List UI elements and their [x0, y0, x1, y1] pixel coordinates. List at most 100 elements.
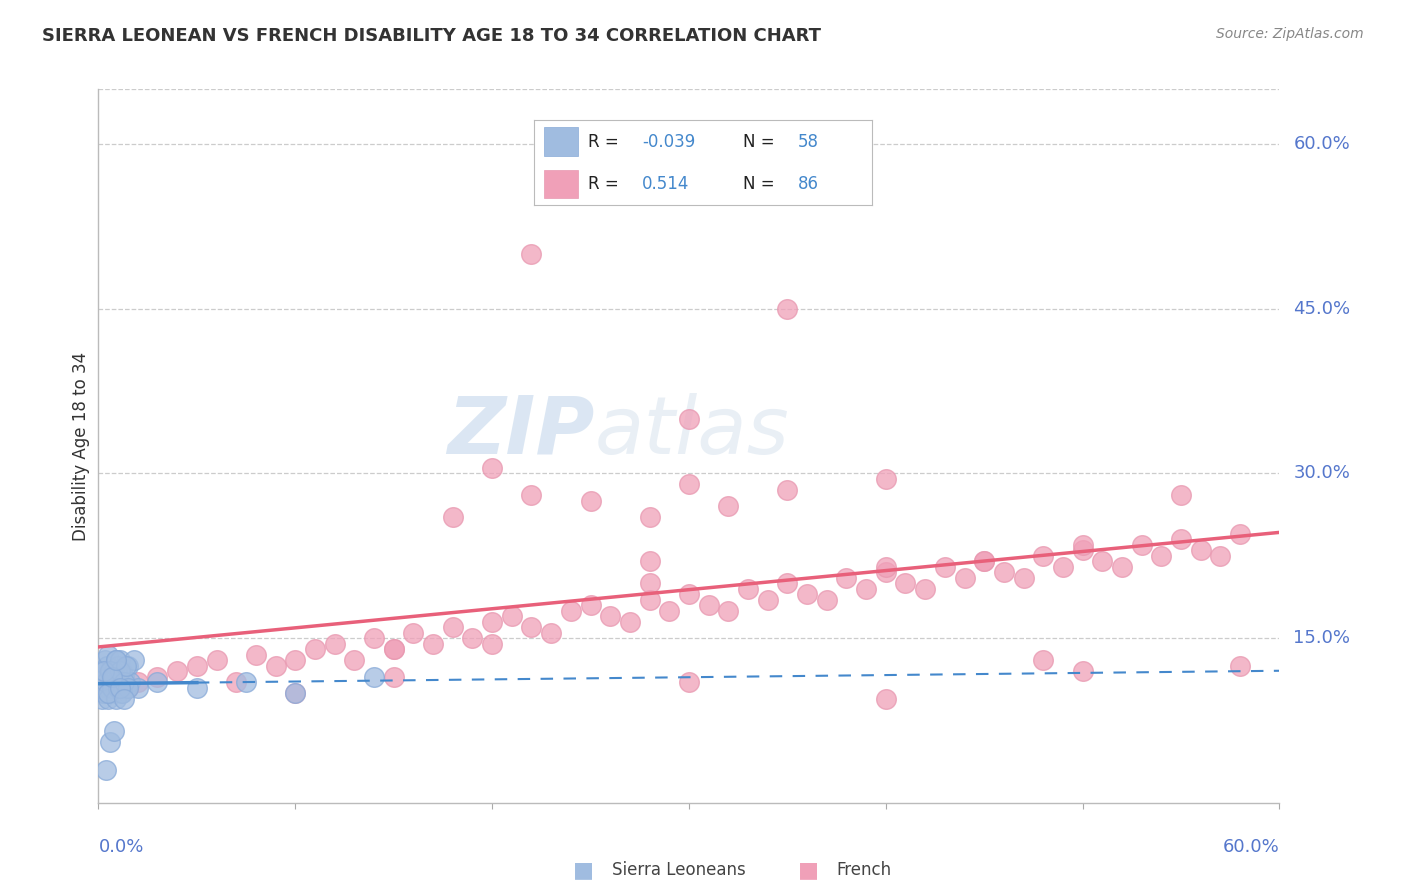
Point [382, 642, 405, 657]
Point [776, 576, 799, 591]
Point [1229, 526, 1251, 541]
Point [284, 686, 307, 700]
Point [115, 658, 138, 673]
Point [1071, 664, 1094, 678]
Point [127, 681, 149, 695]
Point [93, 686, 115, 700]
Text: 0.0%: 0.0% [98, 838, 143, 856]
Point [186, 681, 208, 695]
Point [1189, 543, 1212, 558]
Point [402, 625, 425, 640]
Point [93, 664, 115, 678]
Point [98, 664, 121, 678]
Point [225, 675, 247, 690]
Point [520, 488, 543, 502]
Point [1071, 538, 1094, 552]
Point [441, 620, 464, 634]
Point [638, 554, 661, 568]
Point [579, 494, 602, 508]
Point [875, 691, 897, 706]
Point [973, 554, 995, 568]
Point [101, 669, 124, 683]
Point [875, 566, 897, 580]
Point [235, 675, 257, 690]
Point [93, 664, 115, 678]
Point [343, 653, 366, 667]
Point [953, 571, 976, 585]
Point [98, 664, 121, 678]
Text: R =: R = [588, 133, 619, 151]
Point [103, 664, 125, 678]
Point [658, 604, 681, 618]
Text: N =: N = [744, 175, 775, 193]
Y-axis label: Disability Age 18 to 34: Disability Age 18 to 34 [72, 351, 90, 541]
Point [108, 681, 131, 695]
Point [993, 566, 1015, 580]
Text: 30.0%: 30.0% [1294, 465, 1350, 483]
Text: atlas: atlas [595, 392, 789, 471]
Text: ■: ■ [574, 860, 593, 880]
Point [520, 247, 543, 261]
Point [1170, 488, 1192, 502]
Point [101, 681, 124, 695]
Point [304, 642, 326, 657]
Text: 60.0%: 60.0% [1223, 838, 1279, 856]
Point [1229, 658, 1251, 673]
Point [91, 691, 114, 706]
Point [108, 653, 131, 667]
Point [186, 658, 208, 673]
Point [96, 658, 118, 673]
Text: -0.039: -0.039 [643, 133, 696, 151]
Point [284, 686, 307, 700]
Point [796, 587, 818, 601]
Point [855, 582, 877, 596]
Point [697, 598, 720, 612]
Point [638, 592, 661, 607]
Point [481, 637, 503, 651]
Point [815, 592, 838, 607]
Text: 45.0%: 45.0% [1294, 300, 1351, 318]
Point [107, 681, 129, 695]
Point [678, 477, 700, 491]
Text: 60.0%: 60.0% [1294, 135, 1350, 153]
Point [97, 686, 120, 700]
Point [875, 472, 897, 486]
Point [363, 669, 385, 683]
Text: 58: 58 [797, 133, 818, 151]
Text: 0.514: 0.514 [643, 175, 689, 193]
Text: R =: R = [588, 175, 619, 193]
Point [1091, 554, 1114, 568]
Point [112, 669, 135, 683]
Point [284, 653, 307, 667]
Point [111, 686, 134, 700]
Point [914, 582, 936, 596]
Point [103, 724, 125, 739]
Point [461, 631, 484, 645]
Text: ■: ■ [799, 860, 818, 880]
Point [1130, 538, 1153, 552]
Point [973, 554, 995, 568]
Point [540, 625, 562, 640]
Point [107, 658, 129, 673]
Point [105, 653, 128, 667]
Point [101, 669, 124, 683]
Point [1209, 549, 1232, 563]
Point [101, 681, 124, 695]
Point [105, 675, 128, 690]
Point [934, 559, 956, 574]
Point [89, 681, 111, 695]
Point [122, 653, 145, 667]
Point [619, 615, 641, 629]
Point [1032, 653, 1054, 667]
Point [105, 691, 128, 706]
Text: Source: ZipAtlas.com: Source: ZipAtlas.com [1216, 27, 1364, 41]
Point [737, 582, 759, 596]
Point [1012, 571, 1035, 585]
Point [117, 681, 139, 695]
Point [205, 653, 228, 667]
Point [1052, 559, 1074, 574]
Point [756, 592, 779, 607]
Text: SIERRA LEONEAN VS FRENCH DISABILITY AGE 18 TO 34 CORRELATION CHART: SIERRA LEONEAN VS FRENCH DISABILITY AGE … [42, 27, 821, 45]
Point [560, 604, 582, 618]
Point [127, 675, 149, 690]
